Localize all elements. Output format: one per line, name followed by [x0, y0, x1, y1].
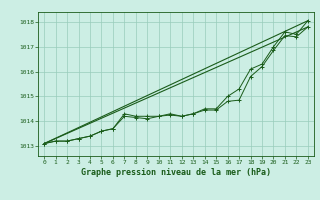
- X-axis label: Graphe pression niveau de la mer (hPa): Graphe pression niveau de la mer (hPa): [81, 168, 271, 177]
